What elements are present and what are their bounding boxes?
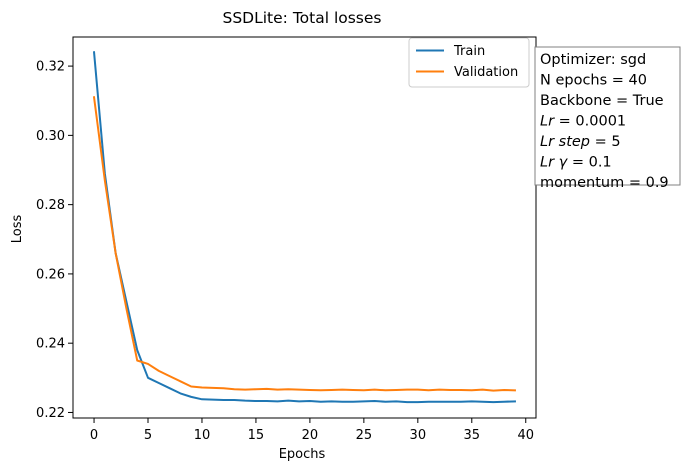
x-tick-label: 35 bbox=[464, 428, 481, 443]
y-tick-label: 0.30 bbox=[36, 129, 65, 144]
hyperparameter-line: Optimizer: sgd bbox=[540, 52, 646, 68]
y-axis-title: Loss bbox=[10, 215, 25, 244]
hyperparameter-line: N epochs = 40 bbox=[540, 73, 647, 89]
hyperparameter-line: momentum = 0.9 bbox=[540, 175, 669, 191]
legend: Train Validation bbox=[408, 37, 530, 88]
x-tick-label: 15 bbox=[248, 428, 265, 443]
x-axis-title: Epochs bbox=[279, 447, 326, 462]
x-tick-label: 30 bbox=[410, 428, 427, 443]
y-tick-label: 0.28 bbox=[36, 198, 65, 213]
legend-validation-label: Validation bbox=[454, 65, 518, 80]
y-tick-label: 0.24 bbox=[36, 337, 65, 352]
plot-frame bbox=[72, 36, 537, 419]
series-line-validation bbox=[92, 96, 516, 392]
hyperparameter-box-border bbox=[534, 46, 681, 186]
y-tick-label: 0.22 bbox=[36, 406, 65, 421]
x-tick-label: 10 bbox=[194, 428, 211, 443]
legend-train-label: Train bbox=[453, 44, 485, 59]
hyperparameter-line: Backbone = True bbox=[540, 93, 664, 109]
y-tick-label: 0.32 bbox=[36, 60, 65, 75]
x-tick-label: 0 bbox=[90, 428, 98, 443]
x-tick-label: 40 bbox=[517, 428, 534, 443]
hyperparameter-box: Optimizer: sgd N epochs = 40 Backbone = Tr… bbox=[534, 46, 681, 191]
x-tick-label: 5 bbox=[144, 428, 152, 443]
chart-title: SSDLite: Total losses bbox=[223, 9, 382, 27]
series-line-train bbox=[92, 51, 516, 404]
x-tick-label: 25 bbox=[356, 428, 373, 443]
plot-area: 0 5 10 15 20 25 30 35 40 0.22 0.24 0.26 0.28 0.30 0.32 bbox=[36, 36, 537, 443]
hyperparameter-line: Lr = 0.0001 bbox=[540, 114, 626, 130]
y-tick-label: 0.26 bbox=[36, 267, 65, 282]
hyperparameter-line: Lr γ = 0.1 bbox=[540, 155, 612, 171]
hyperparameter-line: Lr step = 5 bbox=[540, 134, 621, 150]
x-tick-label: 20 bbox=[302, 428, 319, 443]
